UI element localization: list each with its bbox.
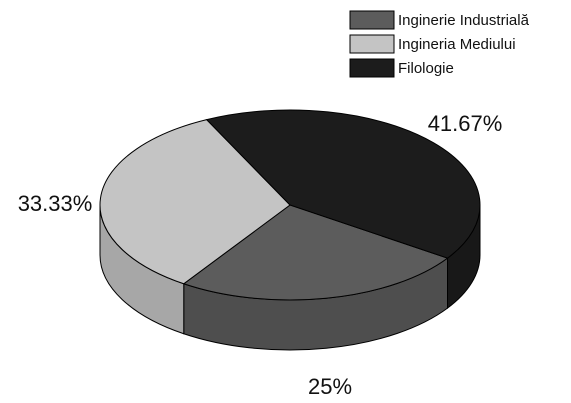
legend-swatch xyxy=(349,58,395,78)
legend-label: Ingineria Mediului xyxy=(398,36,516,53)
legend-label: Filologie xyxy=(398,60,454,77)
slice xyxy=(205,109,481,259)
legend-label: Inginerie Industrială xyxy=(398,12,530,29)
legend-swatch xyxy=(349,10,395,30)
pie-tops xyxy=(99,109,481,301)
legend-swatch xyxy=(349,34,395,54)
pie-sides xyxy=(99,204,481,351)
slice xyxy=(99,119,291,285)
data-label: 33.33% xyxy=(18,191,93,216)
data-label: 41.67% xyxy=(428,111,503,136)
data-label: 25% xyxy=(308,374,352,399)
slice xyxy=(182,204,449,301)
